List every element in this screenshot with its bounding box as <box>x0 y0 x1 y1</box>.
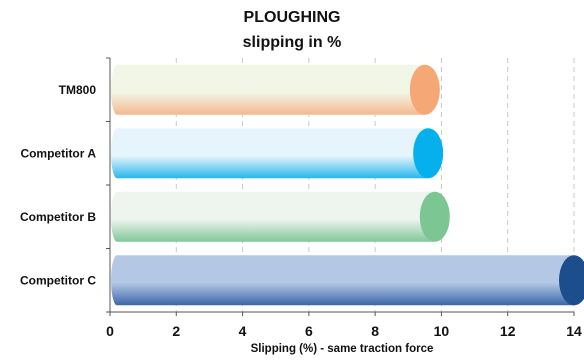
chart-subtitle: slipping in % <box>242 34 342 51</box>
x-tick-label: 2 <box>172 323 180 339</box>
bar-end-cap <box>419 191 450 242</box>
x-axis-label: Slipping (%) - same traction force <box>250 343 434 355</box>
bar-end-cap <box>559 255 584 306</box>
x-tick-label: 6 <box>305 323 313 339</box>
bar <box>117 191 435 242</box>
x-tick-label: 4 <box>239 323 247 339</box>
bar <box>117 255 574 306</box>
chart-title: PLOUGHING <box>243 9 341 26</box>
bar-end-cap <box>409 64 440 115</box>
category-label: TM800 <box>59 83 97 97</box>
bar <box>117 64 425 115</box>
category-label: Competitor A <box>20 146 96 160</box>
x-tick-label: 10 <box>434 323 450 339</box>
x-tick-label: 0 <box>106 323 114 339</box>
x-tick-label: 12 <box>500 323 516 339</box>
bar-end-cap <box>413 128 444 179</box>
category-label: Competitor B <box>20 210 96 224</box>
category-label: Competitor C <box>20 273 96 287</box>
x-tick-label: 14 <box>566 323 582 339</box>
x-tick-label: 8 <box>371 323 379 339</box>
bar <box>117 128 429 179</box>
